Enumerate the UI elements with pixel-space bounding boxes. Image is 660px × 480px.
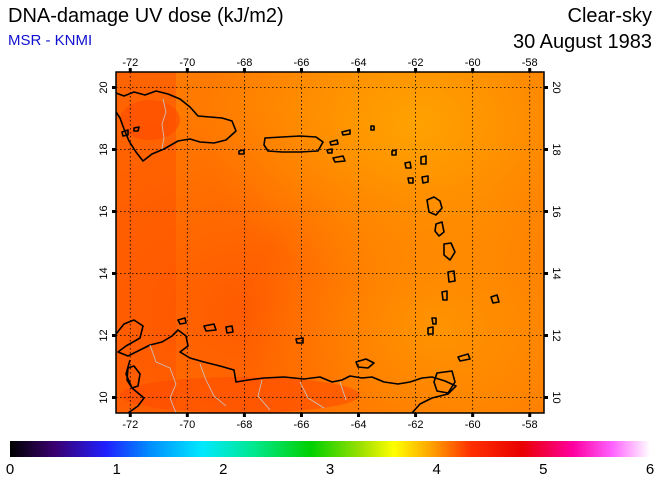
- lon-label-bottom-0: -72: [122, 419, 138, 431]
- lat-label-right-2: 14: [550, 267, 562, 279]
- coast-islet-5: [238, 149, 245, 155]
- coast-guadeloupe: [426, 196, 443, 216]
- lon-label-bottom-3: -66: [294, 419, 310, 431]
- sky-condition-label: Clear-sky: [567, 5, 652, 27]
- lon-label-top-1: -70: [179, 57, 195, 69]
- lon-label-bottom-2: -68: [236, 419, 252, 431]
- lat-label-left-1: 12: [98, 329, 110, 341]
- colorbar-label-1: 1: [112, 461, 121, 478]
- coast-small-island: [332, 155, 346, 163]
- lon-label-top-0: -72: [122, 57, 138, 69]
- coast-st-vincent: [441, 290, 448, 301]
- coast-islet-10: [420, 155, 427, 165]
- coast-islet-8: [404, 161, 412, 169]
- coast-puerto-rico: [263, 135, 324, 153]
- lat-label-right-1: 12: [550, 329, 562, 341]
- colorbar-label-6: 6: [645, 461, 655, 478]
- coast-islet-4: [133, 126, 140, 132]
- coast-st-lucia: [447, 270, 456, 283]
- lon-label-bottom-5: -62: [408, 419, 424, 431]
- lon-label-bottom-1: -70: [179, 419, 195, 431]
- coast-martinique: [443, 242, 456, 261]
- colorbar: [10, 441, 650, 457]
- border-venezuela-states: [199, 363, 347, 411]
- colorbar-label-4: 4: [432, 461, 441, 478]
- coast-virgin-islands: [329, 139, 339, 146]
- coastlines: [116, 90, 500, 413]
- coast-hispaniola: [116, 90, 237, 162]
- lat-label-left-3: 16: [98, 205, 110, 217]
- coast-los-roques: [295, 337, 304, 344]
- coast-gulf-of-venezuela: [125, 359, 145, 413]
- coast-grenada: [427, 326, 434, 335]
- lat-label-left-2: 14: [98, 267, 110, 279]
- lon-label-top-4: -64: [351, 57, 367, 69]
- lat-label-left-5: 20: [98, 81, 110, 93]
- uv-field-shade-east: [116, 72, 544, 413]
- lon-label-bottom-6: -60: [465, 419, 481, 431]
- coast-islet-1: [341, 129, 351, 136]
- lon-label-bottom-7: -58: [522, 419, 538, 431]
- lat-label-left-4: 18: [98, 143, 110, 155]
- coast-margarita: [355, 358, 375, 369]
- coast-islet-6: [370, 125, 375, 131]
- lon-label-top-5: -62: [408, 57, 424, 69]
- border-colombia-venezuela: [149, 344, 177, 413]
- lat-label-right-0: 10: [550, 391, 562, 403]
- uv-field-shade-south: [120, 377, 360, 413]
- coast-islet-2: [326, 148, 333, 154]
- uv-field: [116, 72, 544, 413]
- coast-dominica: [434, 221, 445, 237]
- map-frame: [115, 71, 545, 414]
- coast-bonaire: [225, 325, 234, 334]
- lon-label-top-3: -66: [294, 57, 310, 69]
- lat-label-right-5: 20: [550, 81, 562, 93]
- borders: [149, 98, 347, 413]
- uv-field-shade-hispaniola: [120, 100, 180, 140]
- axis-ticks: [112, 68, 548, 417]
- lon-label-top-7: -58: [522, 57, 538, 69]
- coast-tobago: [457, 353, 471, 362]
- coast-islet-3: [121, 129, 129, 137]
- date-label: 30 August 1983: [512, 31, 652, 53]
- coast-islet-9: [407, 177, 414, 184]
- coast-grenadines: [431, 317, 437, 325]
- lon-label-bottom-4: -64: [351, 419, 367, 431]
- colorbar-label-3: 3: [325, 461, 335, 478]
- uv-dose-map: -72 -72 -70 -70 -68 -68 -66 -66 -64 -64 -62 -62 -60 -…: [98, 57, 562, 431]
- colorbar-label-5: 5: [539, 461, 548, 478]
- lat-label-right-3: 16: [550, 205, 562, 217]
- coast-lake-maracaibo: [126, 365, 141, 389]
- coast-curacao: [203, 323, 217, 332]
- coast-barbados: [490, 294, 500, 304]
- colorbar-label-0: 0: [5, 461, 15, 478]
- lon-label-top-2: -68: [236, 57, 252, 69]
- colorbar-label-2: 2: [219, 461, 228, 478]
- coast-islet-11: [421, 175, 429, 184]
- coast-islet-7: [391, 149, 397, 156]
- lon-label-top-6: -60: [465, 57, 481, 69]
- coast-venezuela: [116, 319, 457, 413]
- lat-label-left-0: 10: [98, 391, 110, 403]
- map-title: DNA-damage UV dose (kJ/m2): [8, 5, 284, 27]
- lat-label-right-4: 18: [550, 143, 562, 155]
- coast-aruba: [177, 317, 187, 325]
- axis-labels: -72 -72 -70 -70 -68 -68 -66 -66 -64 -64 -62 -62 -60 -…: [98, 57, 562, 431]
- border-haiti-dr: [161, 98, 167, 150]
- credit-label: MSR - KNMI: [8, 32, 93, 49]
